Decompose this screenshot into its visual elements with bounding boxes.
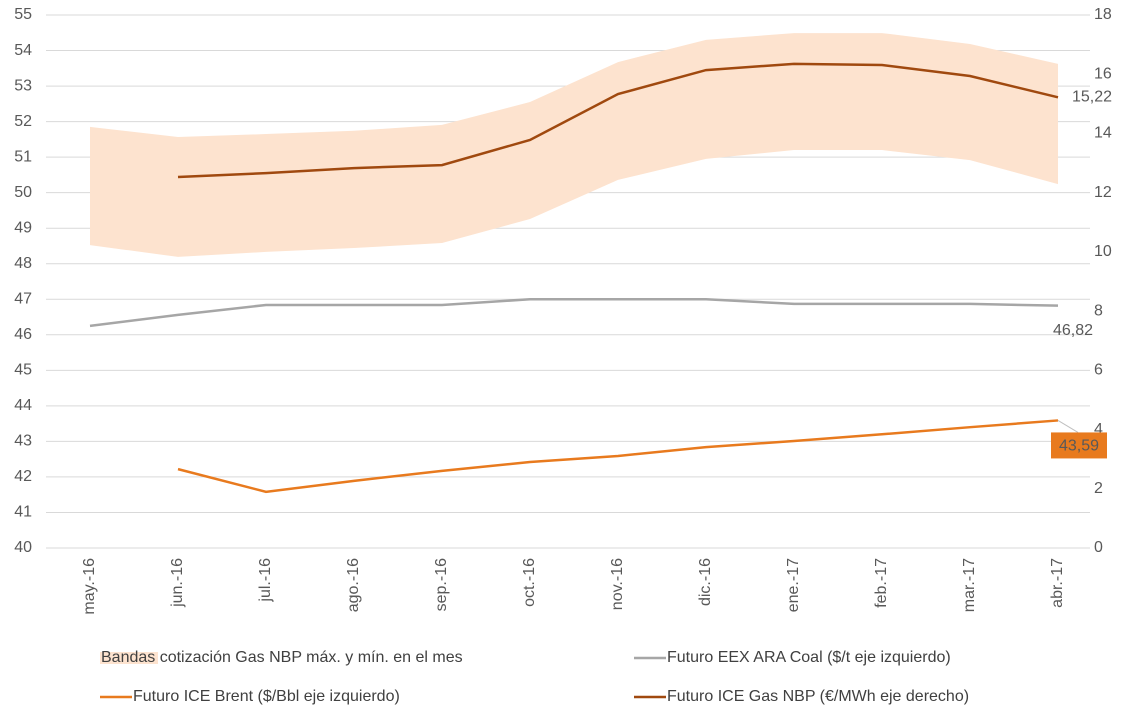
y-tick-label: 49: [14, 219, 32, 236]
y-tick-label: 53: [14, 77, 32, 94]
y-tick-label: 52: [14, 113, 32, 130]
y-tick-label: 45: [14, 362, 32, 379]
x-tick-label: oct.-16: [521, 558, 538, 607]
x-tick-label: abr.-17: [1049, 558, 1066, 608]
leader-line: [1057, 420, 1079, 433]
y-tick-label: 51: [14, 148, 32, 165]
series-line: [177, 62, 1059, 179]
x-tick-label: mar.-17: [961, 558, 978, 612]
x-tick-label: jun.-16: [169, 558, 186, 608]
value-label-box: [1051, 432, 1107, 459]
x-tick-label: nov.-16: [609, 558, 626, 610]
y-tick-label: 46: [14, 326, 32, 343]
y2-tick-label: 10: [1094, 243, 1112, 260]
value-label: 46,82: [1053, 322, 1093, 339]
x-tick-label: sep.-16: [433, 558, 450, 611]
legend-label: Bandas cotización Gas NBP máx. y mín. en…: [101, 649, 463, 666]
y2-tick-label: 0: [1094, 539, 1103, 556]
x-tick-label: feb.-17: [873, 558, 890, 608]
y2-tick-label: 14: [1094, 125, 1112, 142]
legend: Bandas cotización Gas NBP máx. y mín. en…: [100, 649, 969, 705]
y2-tick-label: 16: [1094, 65, 1112, 82]
x-tick-label: jul.-16: [257, 558, 274, 603]
y2-tick-label: 12: [1094, 184, 1112, 201]
value-label: 43,59: [1059, 438, 1099, 455]
y2-tick-label: 4: [1094, 421, 1103, 438]
legend-label: Futuro ICE Brent ($/Bbl eje izquierdo): [133, 688, 400, 705]
series-line: [177, 419, 1059, 494]
y-tick-label: 40: [14, 539, 32, 556]
x-tick-label: may.-16: [81, 558, 98, 615]
x-tick-label: dic.-16: [697, 558, 714, 606]
y2-tick-label: 8: [1094, 302, 1103, 319]
y-tick-label: 47: [14, 290, 32, 307]
legend-label: Futuro EEX ARA Coal ($/t eje izquierdo): [667, 649, 951, 666]
legend-label: Futuro ICE Gas NBP (€/MWh eje derecho): [667, 688, 969, 705]
value-label: 15,22: [1072, 89, 1112, 106]
y-tick-label: 54: [14, 42, 32, 59]
y-tick-label: 50: [14, 184, 32, 201]
y2-tick-label: 18: [1094, 6, 1112, 23]
x-tick-label: ene.-17: [785, 558, 802, 612]
y-tick-label: 55: [14, 6, 32, 23]
y-tick-label: 43: [14, 433, 32, 450]
series-line: [89, 298, 1059, 328]
y-tick-label: 41: [14, 504, 32, 521]
x-tick-label: ago.-16: [345, 558, 362, 612]
band-area: [90, 33, 1058, 257]
y2-tick-label: 2: [1094, 480, 1103, 497]
y-tick-label: 48: [14, 255, 32, 272]
legend-swatch: [100, 652, 158, 664]
y-tick-label: 42: [14, 468, 32, 485]
y-tick-label: 44: [14, 397, 32, 414]
y2-tick-label: 6: [1094, 362, 1103, 379]
